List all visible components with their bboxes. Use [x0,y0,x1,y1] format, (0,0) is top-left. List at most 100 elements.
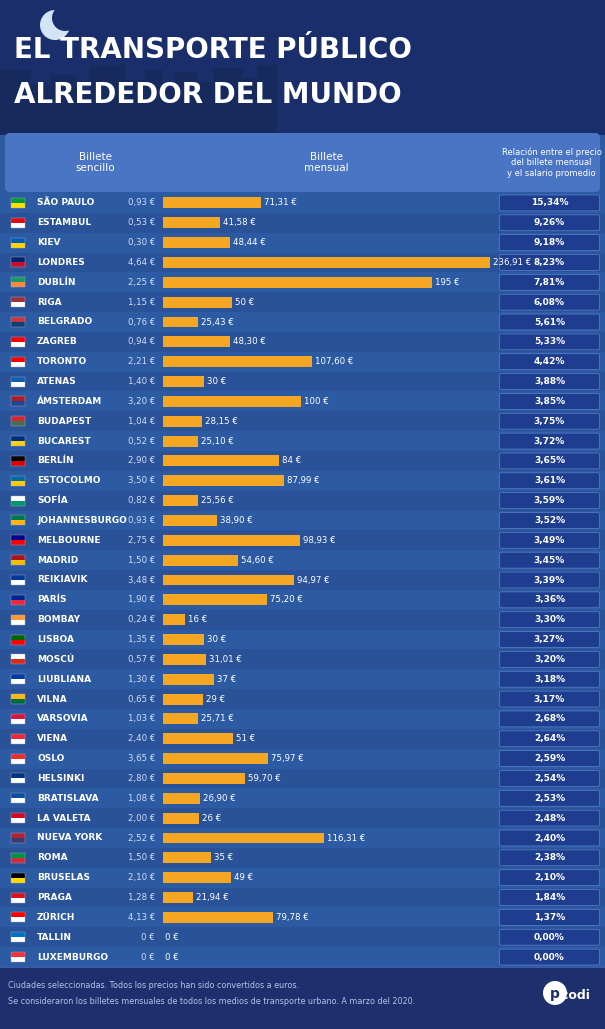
Text: 1,03 €: 1,03 € [128,714,155,723]
Text: LA VALETA: LA VALETA [37,814,91,822]
Text: 3,30%: 3,30% [534,615,565,625]
Text: 2,64%: 2,64% [534,735,565,743]
Text: 98,93 €: 98,93 € [302,536,335,544]
Text: 28,15 €: 28,15 € [205,417,238,426]
Text: p: p [550,987,560,1001]
Bar [0,908,605,927]
Bar [11,540,25,545]
Bar [11,600,25,605]
Bar [175,72,197,135]
Bar [11,262,25,268]
Bar [11,734,25,744]
Text: 2,53%: 2,53% [534,793,565,803]
Text: Ciudades seleccionadas. Todos los precios han sido convertidos a euros.: Ciudades seleccionadas. Todos los precio… [8,981,299,990]
Text: 71,31 €: 71,31 € [264,199,297,208]
Bar [0,332,605,352]
Text: 3,88%: 3,88% [534,377,565,386]
FancyBboxPatch shape [500,691,600,707]
Bar [0,451,605,471]
Bar [11,436,25,441]
FancyBboxPatch shape [500,333,600,350]
FancyBboxPatch shape [500,850,600,865]
Bar [11,595,25,605]
Bar [163,514,217,526]
Bar [11,580,25,586]
Text: 2,10%: 2,10% [534,874,565,882]
Text: 2,00 €: 2,00 € [128,814,155,822]
Text: 3,17%: 3,17% [534,695,565,704]
Text: 236,91 €: 236,91 € [493,258,531,267]
Bar [163,456,279,466]
Bar [145,70,163,135]
Bar [11,203,25,208]
Bar [0,252,605,273]
Bar [163,753,268,765]
Bar [11,635,25,640]
Text: 0,24 €: 0,24 € [128,615,155,625]
Bar [11,799,25,804]
Bar [163,237,230,248]
Text: 49 €: 49 € [234,874,253,882]
Bar [0,649,605,669]
Bar [11,654,25,660]
Bar [0,312,605,332]
FancyBboxPatch shape [500,354,600,369]
Text: 4,64 €: 4,64 € [128,258,155,267]
Bar [163,912,273,923]
Bar [11,719,25,724]
Text: 26 €: 26 € [202,814,221,822]
Bar [11,336,25,347]
Text: 3,49%: 3,49% [534,536,565,544]
Bar [0,590,605,610]
Bar [163,614,185,626]
FancyBboxPatch shape [500,493,600,508]
Text: 2,52 €: 2,52 € [128,833,155,843]
Bar [163,773,246,784]
Text: 1,15 €: 1,15 € [128,297,155,307]
Text: Billete
sencillo: Billete sencillo [75,151,115,173]
Bar [11,654,25,665]
Bar [11,758,25,764]
Bar [0,689,605,709]
Bar [11,614,25,619]
Text: RIGA: RIGA [37,297,62,307]
Text: 1,50 €: 1,50 € [128,853,155,862]
Bar [11,833,25,843]
Text: Se consideraron los billetes mensuales de todos los medios de transporte urbano.: Se consideraron los billetes mensuales d… [8,996,415,1005]
Bar [11,853,25,858]
Text: 50 €: 50 € [235,297,254,307]
Bar [163,475,284,487]
Text: 2,80 €: 2,80 € [128,774,155,783]
Bar [0,769,605,788]
Bar [11,892,25,897]
Bar [11,595,25,600]
Text: ZÜRICH: ZÜRICH [37,913,76,922]
Bar [0,967,605,1029]
Text: MELBOURNE: MELBOURNE [37,536,100,544]
Bar [0,510,605,530]
Text: 2,40%: 2,40% [534,833,565,843]
Text: BUDAPEST: BUDAPEST [37,417,91,426]
Bar [11,317,25,327]
FancyBboxPatch shape [500,393,600,410]
Text: DUBLÍN: DUBLÍN [37,278,76,287]
Text: 1,50 €: 1,50 € [128,556,155,565]
Text: 6,08%: 6,08% [534,297,565,307]
Text: 7,81%: 7,81% [534,278,565,287]
Text: 3,65 €: 3,65 € [128,754,155,764]
Text: OSLO: OSLO [37,754,64,764]
Text: VILNA: VILNA [37,695,68,704]
Text: 2,10 €: 2,10 € [128,874,155,882]
Bar [11,932,25,943]
Bar [11,496,25,501]
Text: ROMA: ROMA [37,853,68,862]
Bar [11,714,25,724]
Bar [11,481,25,486]
Text: ZAGREB: ZAGREB [37,338,78,347]
Bar [163,277,432,288]
Text: 0 €: 0 € [165,953,178,961]
Bar [163,734,234,744]
Bar [11,198,25,208]
Bar [163,813,199,823]
Text: 21,94 €: 21,94 € [196,893,229,902]
